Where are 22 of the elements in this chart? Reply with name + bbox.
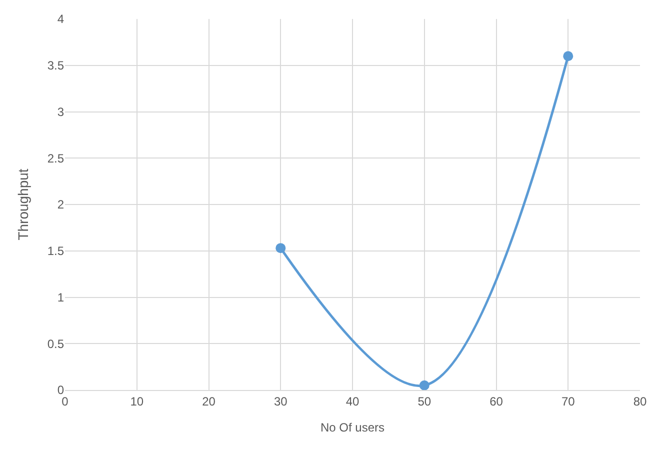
y-tick-label: 0	[57, 383, 64, 398]
x-tick-label: 70	[561, 394, 576, 408]
x-tick-label: 40	[346, 394, 360, 408]
y-tick-label: 4	[57, 12, 64, 26]
point	[419, 380, 430, 390]
x-tick-label: 60	[490, 394, 504, 408]
y-tick-label: 2	[57, 198, 64, 212]
y-tick-label: 1	[57, 290, 64, 304]
y-axis-title: Throughput	[14, 168, 31, 240]
y-tick-label: 1.5	[47, 244, 64, 258]
y-tick-label: 2.5	[47, 151, 64, 166]
y-tick-label: 3.5	[47, 58, 64, 73]
x-tick-label: 10	[130, 394, 144, 408]
point	[563, 51, 574, 62]
x-tick-label: 20	[202, 394, 216, 408]
x-tick-label: 30	[274, 394, 288, 408]
point	[276, 243, 286, 254]
x-tick-label: 80	[633, 394, 647, 408]
y-tick-label: 3	[57, 104, 64, 119]
y-tick-label: 0.5	[47, 336, 64, 351]
x-tick-label: 50	[418, 394, 432, 408]
x-axis-title: No Of users	[320, 420, 385, 434]
